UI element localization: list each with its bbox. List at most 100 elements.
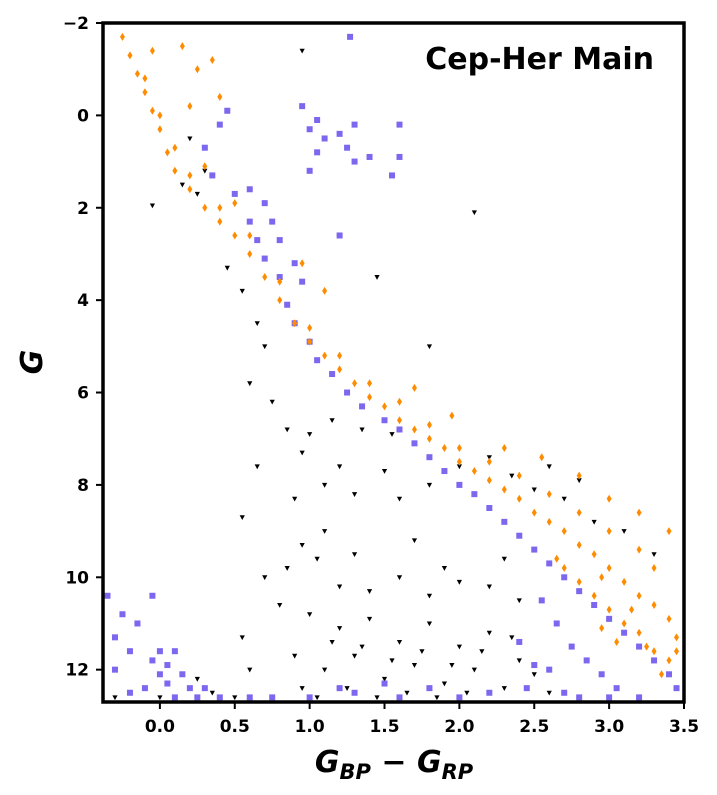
data-point xyxy=(651,657,658,664)
data-point xyxy=(659,670,665,679)
data-point xyxy=(231,190,238,197)
data-point xyxy=(426,685,433,692)
y-tick-label: 0 xyxy=(77,106,89,126)
data-point xyxy=(292,496,298,502)
data-point xyxy=(456,457,462,466)
data-point xyxy=(381,417,388,424)
data-point xyxy=(629,605,635,614)
data-point xyxy=(216,694,223,701)
series-triangle-down xyxy=(112,48,657,701)
data-point xyxy=(351,552,358,557)
data-point xyxy=(269,694,276,701)
data-point xyxy=(336,464,343,470)
data-point xyxy=(599,573,605,582)
data-point xyxy=(201,144,208,151)
data-point xyxy=(224,107,231,114)
y-tick-label: 12 xyxy=(65,661,89,681)
data-point xyxy=(172,143,178,152)
data-point xyxy=(179,182,185,188)
data-point xyxy=(606,694,613,701)
data-point xyxy=(486,457,492,466)
data-point xyxy=(599,624,605,633)
data-point xyxy=(501,443,507,452)
data-point xyxy=(217,92,223,101)
data-point xyxy=(561,496,567,502)
data-point xyxy=(216,121,223,128)
data-point xyxy=(209,55,215,64)
data-point xyxy=(359,403,366,410)
data-point xyxy=(456,464,462,470)
data-point xyxy=(299,542,305,548)
chart-title: Cep-Her Main xyxy=(425,42,654,77)
data-point xyxy=(576,508,582,517)
data-point xyxy=(277,296,283,305)
data-point xyxy=(344,389,351,396)
data-point xyxy=(523,685,530,692)
data-point xyxy=(419,649,425,654)
data-point xyxy=(411,383,417,392)
data-point xyxy=(112,695,118,701)
data-point xyxy=(636,694,643,701)
data-point xyxy=(546,666,553,673)
data-point xyxy=(576,588,583,595)
data-point xyxy=(314,357,321,364)
data-point xyxy=(254,321,260,327)
data-point xyxy=(531,662,538,669)
data-point xyxy=(336,130,343,137)
data-point xyxy=(441,468,448,475)
data-point xyxy=(284,566,290,571)
data-point xyxy=(351,492,358,497)
data-point xyxy=(366,153,373,160)
data-point xyxy=(598,671,605,678)
data-point xyxy=(456,579,462,585)
data-point xyxy=(576,478,582,484)
data-point xyxy=(561,574,568,581)
data-point xyxy=(194,65,200,74)
data-point xyxy=(516,658,522,664)
data-point xyxy=(441,443,447,452)
data-point xyxy=(149,592,156,599)
data-point xyxy=(576,471,582,480)
data-point xyxy=(568,643,575,650)
data-point xyxy=(426,454,433,461)
data-point xyxy=(307,323,313,332)
data-point xyxy=(501,686,507,691)
data-point xyxy=(426,621,433,627)
data-point xyxy=(538,597,545,604)
data-point xyxy=(531,508,537,517)
data-point xyxy=(561,564,567,573)
data-point xyxy=(202,162,208,171)
data-point xyxy=(606,564,612,573)
data-point xyxy=(486,505,493,511)
data-point xyxy=(359,427,365,433)
data-point xyxy=(224,265,230,271)
axis-ticks: 0.0 0.5 1.0 1.5 2.0 2.5 3.0 3.5 −2 0 2 4 6 8 10 12 xyxy=(63,14,699,737)
data-point xyxy=(651,647,657,656)
x-axis-label-op: − xyxy=(371,745,417,780)
data-point xyxy=(666,527,672,536)
x-tick-label: 1.0 xyxy=(295,717,325,737)
data-point xyxy=(426,593,433,599)
data-point xyxy=(673,685,680,692)
data-point xyxy=(367,379,373,388)
data-point xyxy=(149,203,156,209)
data-point xyxy=(142,88,148,97)
data-point xyxy=(187,136,193,142)
data-point xyxy=(246,218,253,225)
data-point xyxy=(149,106,155,115)
data-point xyxy=(292,319,298,328)
data-point xyxy=(486,584,492,590)
data-point xyxy=(322,482,328,488)
x-tick-label: 2.0 xyxy=(444,717,474,737)
data-point xyxy=(351,121,358,128)
data-point xyxy=(591,602,598,608)
data-point xyxy=(314,695,320,701)
data-point xyxy=(322,351,328,360)
data-points xyxy=(104,32,680,701)
data-point xyxy=(277,603,283,608)
data-point xyxy=(651,552,657,557)
data-point xyxy=(307,337,313,346)
data-point xyxy=(299,278,306,285)
data-point xyxy=(501,485,507,494)
